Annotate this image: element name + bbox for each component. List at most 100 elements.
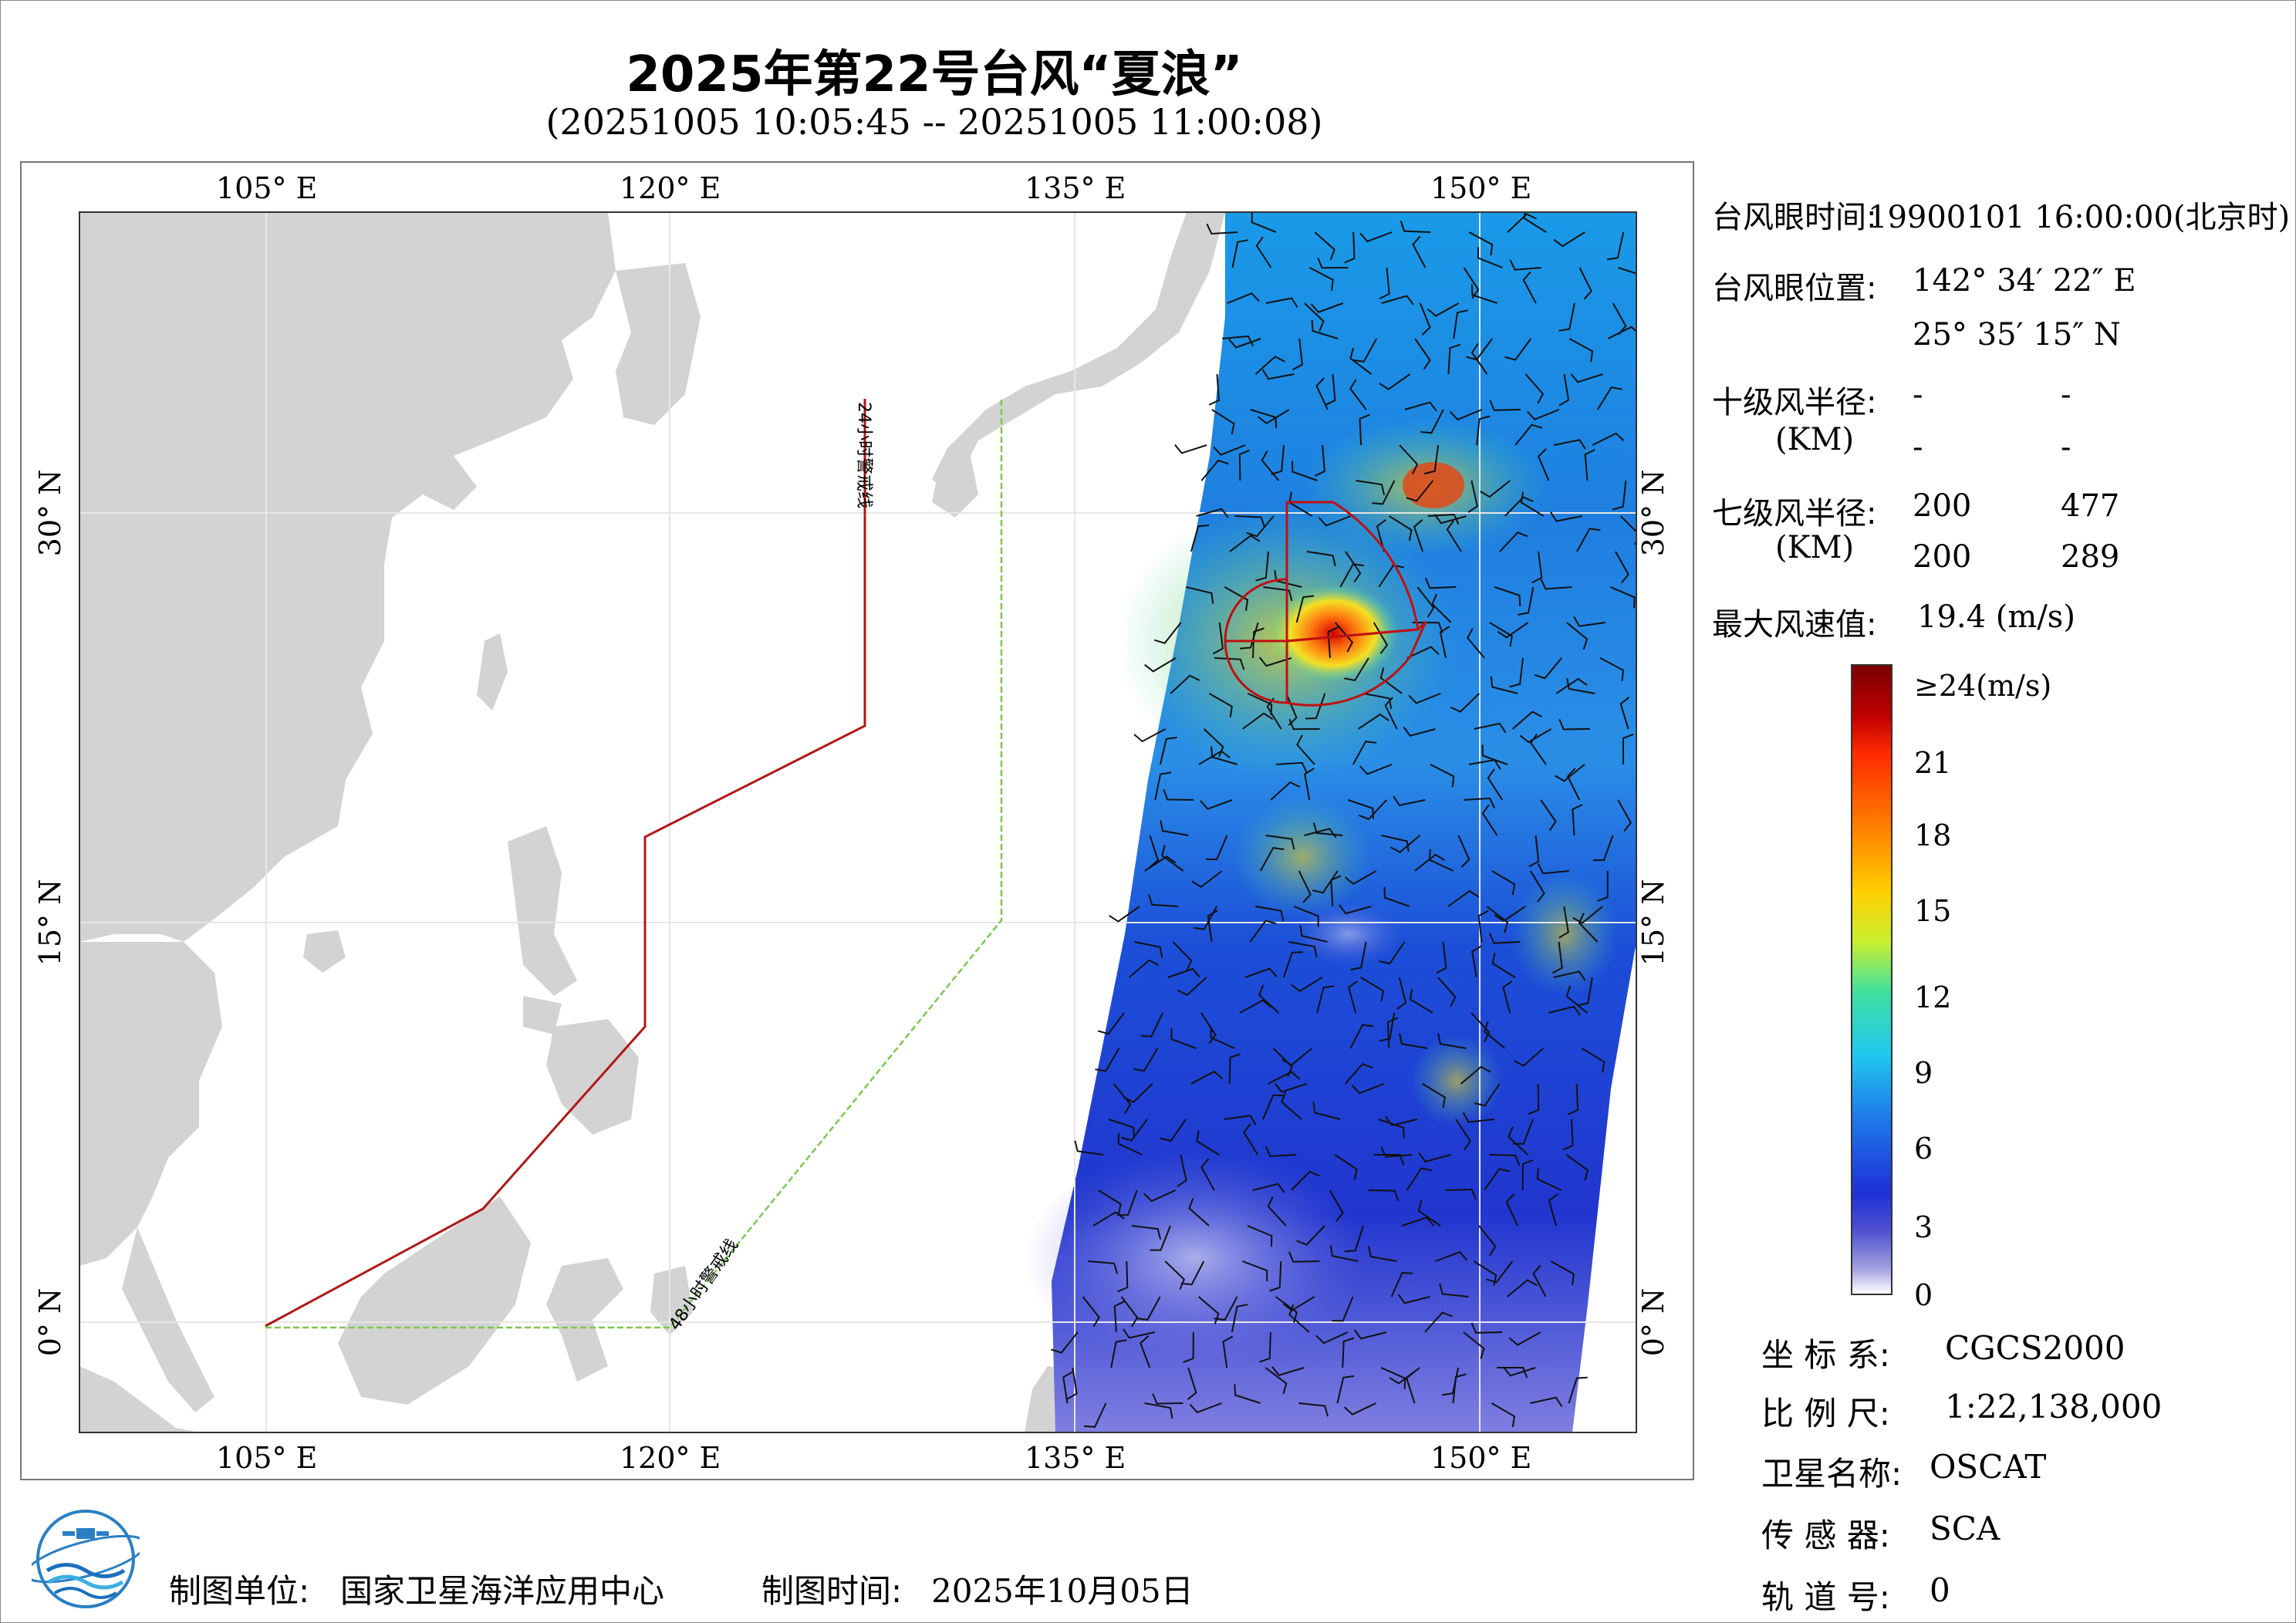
wind-barb	[1200, 459, 1229, 481]
wind-barb	[1095, 1048, 1120, 1072]
wind-barb	[1258, 409, 1290, 425]
wind-barb	[1353, 1329, 1387, 1340]
wind-barb	[1436, 941, 1447, 974]
lat-label-right-30: 30° N	[1636, 470, 1670, 557]
crs-label: 坐 标 系:	[1761, 1336, 1890, 1374]
wind-barb	[1208, 693, 1233, 717]
wind-barb	[1349, 347, 1373, 375]
wind-barb	[1183, 1331, 1194, 1363]
wind-barb	[1509, 259, 1541, 271]
wind-barb	[1433, 514, 1467, 525]
wind-barb	[1259, 847, 1285, 872]
wind-barb	[1310, 302, 1344, 313]
wind-barb	[1229, 535, 1261, 552]
r10-value-2: -	[2061, 377, 2071, 413]
colorbar-tick-12: 12	[1914, 980, 1952, 1014]
typhoon-wind-radii	[1224, 501, 1427, 707]
wind-barb	[1317, 257, 1349, 269]
wind-barb	[1213, 622, 1224, 655]
wind-barb	[1449, 409, 1483, 421]
r10-value-1: -	[1913, 377, 1923, 413]
wind-barb	[1566, 678, 1595, 694]
wind-barb	[1568, 1376, 1588, 1404]
wind-barb	[1251, 212, 1277, 233]
wind-barb	[1247, 1225, 1273, 1247]
r7-value-2: 477	[2061, 488, 2120, 524]
wind-barb	[1509, 657, 1524, 688]
sensor-value: SCA	[1930, 1510, 2001, 1547]
lon-label-top-150: 150° E	[1430, 171, 1531, 205]
wind-barb	[1325, 373, 1336, 406]
wind-barb	[1296, 734, 1315, 765]
wind-barb	[1298, 1402, 1329, 1417]
wind-barb	[1275, 761, 1308, 774]
wind-barb	[1312, 870, 1339, 894]
wind-barb	[1529, 870, 1545, 903]
wind-barb	[1190, 524, 1210, 552]
wind-barb	[1255, 236, 1272, 268]
r7-value-3: 200	[1913, 539, 1972, 575]
wind-barb	[1389, 515, 1413, 542]
wind-barb	[1597, 870, 1609, 902]
wind-barb	[1596, 386, 1622, 410]
wind-barb	[1615, 551, 1629, 584]
wind-barb	[1134, 941, 1163, 958]
wind-barb	[1243, 1123, 1259, 1156]
wind-barb	[1414, 853, 1446, 872]
wind-barb	[1396, 977, 1407, 1010]
wind-barb	[1423, 444, 1440, 475]
wind-barb	[1062, 1371, 1073, 1404]
wind-barb	[1259, 1331, 1271, 1363]
wind-barb	[1466, 628, 1485, 659]
wind-barb	[1167, 967, 1200, 978]
wind-barb	[1606, 231, 1625, 261]
wind-barb	[1490, 676, 1518, 694]
wind-barb	[1150, 1225, 1171, 1251]
map-canvas[interactable]: 24小时警戒线 48小时警戒线 105° E 120° E 135° E 150…	[22, 163, 1693, 1479]
wind-barb	[1408, 693, 1441, 704]
wind-barb	[1345, 551, 1362, 583]
wind-barb	[1386, 1017, 1399, 1049]
r7-unit: (KM)	[1775, 530, 1855, 565]
wind-barb	[1379, 667, 1403, 694]
wind-barb	[1412, 235, 1427, 268]
producer-label: 制图单位:	[169, 1572, 310, 1610]
colorbar-tick-3: 3	[1914, 1210, 1933, 1244]
wind-barb	[1210, 1027, 1235, 1049]
colorbar-tick-21: 21	[1914, 746, 1952, 780]
wind-barb	[1196, 1130, 1220, 1156]
wind-barb	[1522, 271, 1537, 304]
wind-barb	[1578, 913, 1599, 943]
land-hainan	[303, 930, 346, 973]
wind-barb	[1159, 737, 1177, 765]
wind-barb	[1160, 820, 1189, 836]
eye-time-value: 19900101 16:00:00(北京时)	[1868, 200, 2291, 235]
wind-barb	[1200, 1158, 1215, 1191]
wind-barb	[1082, 1296, 1100, 1328]
wind-barb	[1131, 1225, 1162, 1240]
wind-barb	[1399, 444, 1419, 475]
land-sumatra	[79, 1366, 199, 1432]
wind-barb	[1170, 674, 1200, 694]
warning-line-48h	[265, 399, 1003, 1329]
wind-barb	[1358, 799, 1387, 821]
wind-barb	[1255, 551, 1269, 582]
wind-barb	[1344, 870, 1377, 886]
wind-barb	[1123, 1328, 1156, 1339]
warning-line-24h-label: 24小时警戒线	[854, 402, 873, 508]
wind-barb	[1457, 835, 1470, 868]
land-mindanao	[546, 1019, 639, 1135]
wind-barb	[1123, 1083, 1153, 1103]
wind-barb	[1437, 1033, 1467, 1049]
land-japan	[932, 212, 1225, 494]
wind-barb	[1437, 977, 1457, 1007]
wind-barb	[1612, 480, 1627, 511]
wind-barb	[1349, 1024, 1374, 1049]
wind-barb	[1412, 622, 1443, 633]
wind-barb	[1305, 693, 1326, 720]
lon-label-top-105: 105° E	[216, 171, 317, 205]
wind-barb	[1254, 356, 1285, 375]
wind-barb	[1553, 970, 1586, 981]
wind-barb	[1261, 450, 1280, 481]
wind-barb	[1550, 1260, 1575, 1285]
